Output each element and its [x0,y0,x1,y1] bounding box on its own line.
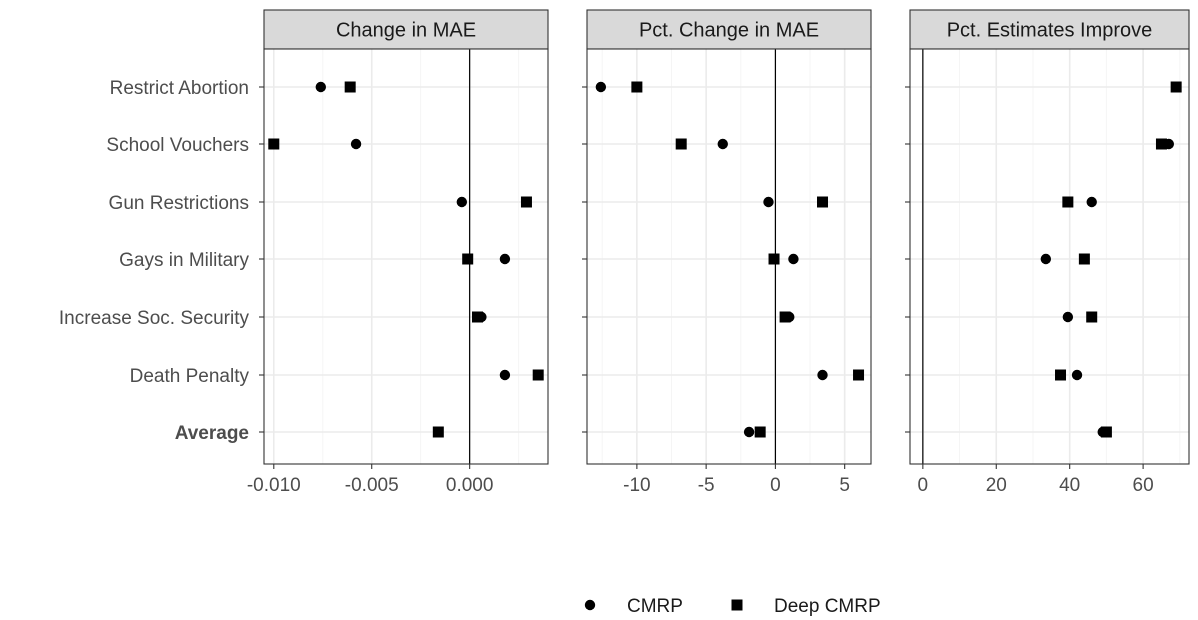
panel-border [586,48,872,465]
x-tick-label: 0.000 [446,475,494,496]
cmrp-point-gays-in-military [499,253,511,265]
deep-cmrp-point-gun-restrictions [817,196,829,208]
panel-border [263,48,549,465]
y-tick-label-death-penalty: Death Penalty [130,366,250,387]
cmrp-point-restrict-abortion [315,81,326,93]
cmrp-point-school-vouchers [717,138,728,150]
panel-pct-estimates-improve: Pct. Estimates Improve 0 20 40 60 [905,9,1190,496]
x-tick-label: 60 [1133,475,1154,496]
deep-cmrp-point-school-vouchers [268,138,280,150]
y-tick-label-school-vouchers: School Vouchers [106,135,249,156]
x-tick-label: 40 [1059,475,1080,496]
x-tick-label: 5 [839,475,850,496]
x-tick-label: -10 [623,475,650,496]
deep-cmrp-point-average [432,426,444,438]
deep-cmrp-point-death-penalty [1055,369,1067,381]
y-tick-label-increase-soc-security: Increase Soc. Security [59,308,250,329]
plot-area [587,49,871,464]
deep-cmrp-point-gays-in-military [1078,253,1090,265]
cmrp-point-gun-restrictions [763,196,774,208]
x-tick-label: 20 [986,475,1007,496]
y-tick-label-gun-restrictions: Gun Restrictions [109,193,249,214]
deep-cmrp-point-average [754,426,766,438]
panel-title: Change in MAE [336,20,476,42]
cmrp-point-death-penalty [817,369,828,381]
panel-pct-change-in-mae: Pct. Change in MAE -10 -5 0 5 [582,9,872,496]
y-tick-label-gays-in-military: Gays in Military [119,250,249,271]
legend-key-circle [584,599,596,611]
panel-title: Pct. Change in MAE [639,20,819,42]
panel-title: Pct. Estimates Improve [947,20,1153,42]
x-tick-label: -0.005 [345,475,399,496]
deep-cmrp-point-death-penalty [853,369,865,381]
deep-cmrp-point-increase-soc-security [779,311,791,323]
panel-strip [586,9,872,50]
cmrp-point-gun-restrictions [456,196,468,208]
deep-cmrp-point-gays-in-military [462,253,474,265]
cmrp-point-death-penalty [499,369,511,381]
cmrp-point-school-vouchers [350,138,362,150]
deep-cmrp-point-average [1100,426,1112,438]
cmrp-point-death-penalty [1071,369,1083,381]
cmrp-point-increase-soc-security [1062,311,1074,323]
cmrp-point-restrict-abortion [595,81,607,93]
deep-cmrp-point-restrict-abortion [344,81,356,93]
deep-cmrp-point-restrict-abortion [631,81,643,93]
cmrp-point-gays-in-military [1040,253,1052,265]
cmrp-point-gun-restrictions [1086,196,1097,208]
x-tick-label: 0 [770,475,781,496]
x-tick-label: -5 [698,475,715,496]
x-tick-label: -0.010 [247,475,301,496]
legend-key-square [731,599,743,611]
legend-label-cmrp: CMRP [627,596,683,617]
legend-label-deep-cmrp: Deep CMRP [774,596,881,617]
y-tick-label-restrict-abortion: Restrict Abortion [110,78,249,99]
panel-border [909,48,1190,465]
panel-change-in-mae: Change in MAE -0.010 -0.005 0.000 [247,9,549,496]
deep-cmrp-point-school-vouchers [1155,138,1167,150]
deep-cmrp-point-increase-soc-security [1086,311,1098,323]
deep-cmrp-point-increase-soc-security [471,311,483,323]
y-tick-label-average: Average [175,423,249,444]
deep-cmrp-point-gun-restrictions [520,196,532,208]
cmrp-point-average [743,426,755,438]
deep-cmrp-point-gays-in-military [768,253,780,265]
legend: CMRP Deep CMRP [584,596,881,617]
deep-cmrp-point-restrict-abortion [1170,81,1182,93]
deep-cmrp-point-gun-restrictions [1062,196,1074,208]
deep-cmrp-point-death-penalty [532,369,544,381]
x-tick-label: 0 [918,475,929,496]
cmrp-point-gays-in-military [788,253,799,265]
deep-cmrp-point-school-vouchers [675,138,687,150]
panel-strip [263,9,549,50]
